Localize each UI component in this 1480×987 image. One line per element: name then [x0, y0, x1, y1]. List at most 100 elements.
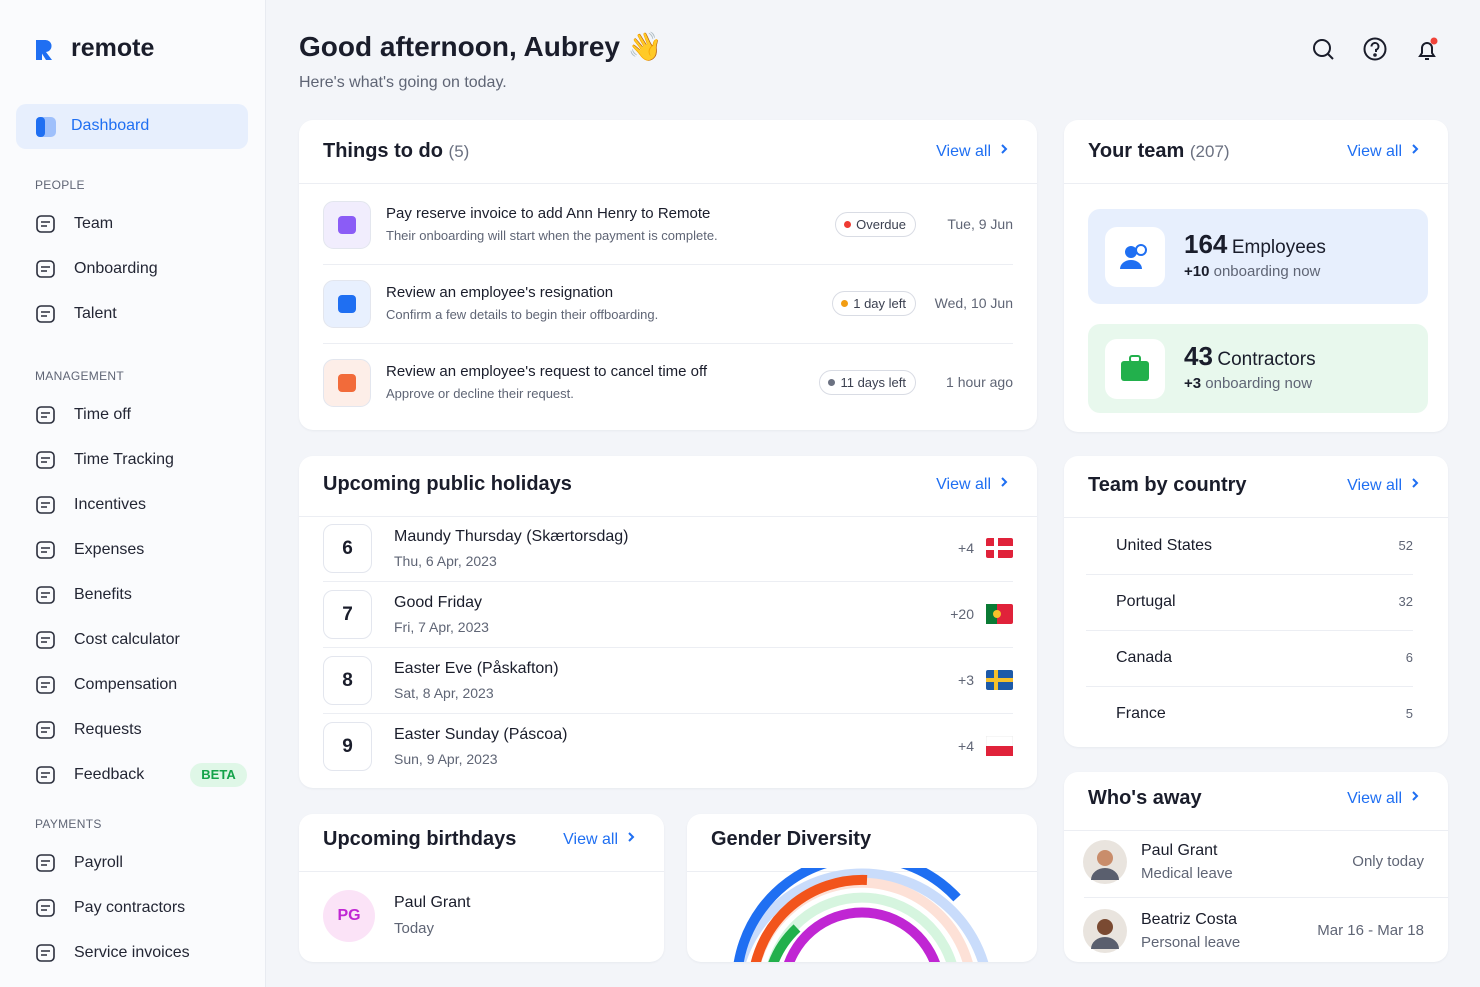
holiday-name: Easter Eve (Påskafton): [394, 660, 559, 677]
title-text: Your team: [1088, 140, 1185, 162]
nav-item[interactable]: Time off: [16, 397, 248, 433]
view-all[interactable]: View all: [1347, 142, 1424, 161]
nav-item[interactable]: Service invoices: [16, 935, 248, 971]
view-all[interactable]: View all: [1347, 476, 1424, 495]
emoji: 👋: [627, 31, 663, 62]
title-text: Things to do: [323, 140, 443, 162]
holiday-name: Good Friday: [394, 594, 483, 611]
nav-item[interactable]: Benefits: [16, 577, 248, 613]
bell-icon[interactable]: [1418, 37, 1438, 60]
holiday-date: Sun, 9 Apr, 2023: [394, 751, 498, 767]
view-all-text: View all: [1347, 477, 1402, 494]
view-all[interactable]: View all: [936, 475, 1013, 494]
nav-item[interactable]: Compensation: [16, 667, 248, 703]
nav-icon: [35, 942, 57, 969]
logo-mark: [36, 39, 52, 60]
todo-title: Review an employee's resignation: [386, 284, 614, 301]
sidebar: remote Dashboard PEOPLE Team Onboarding Tal…: [0, 0, 266, 987]
delta: +3: [1184, 374, 1202, 392]
nav-icon: [35, 494, 57, 521]
nav-label: Dashboard: [71, 117, 150, 134]
title-text: Upcoming public holidays: [323, 473, 572, 495]
gender-card: Gender Diversity: [687, 814, 1037, 980]
flag: [986, 604, 1013, 629]
nav-icon-svg: [36, 766, 55, 784]
divider: [299, 871, 664, 872]
nav-icon-svg: [36, 721, 55, 739]
stat-icon: [1105, 338, 1165, 404]
nav-icon: [35, 539, 57, 566]
help-icon[interactable]: [1363, 37, 1387, 61]
row-divider: [1086, 686, 1413, 687]
nav-icon-svg: [36, 260, 55, 278]
stat-number: 164: [1184, 228, 1228, 259]
todo-date: Wed, 10 Jun: [934, 295, 1013, 311]
status-pill: 11 days left: [819, 370, 916, 395]
view-all[interactable]: View all: [936, 142, 1013, 161]
view-all-text: View all: [936, 143, 991, 160]
nav-active[interactable]: Dashboard: [16, 104, 248, 149]
chevron: [1412, 144, 1419, 154]
nav-item[interactable]: Cost calculator: [16, 622, 248, 658]
count: (207): [1189, 142, 1230, 161]
nav-label: Talent: [74, 305, 117, 322]
nav-label: Feedback: [74, 766, 145, 783]
nav-label: Requests: [74, 721, 142, 738]
nav-item[interactable]: Requests: [16, 712, 248, 748]
nav-item[interactable]: Time Tracking: [16, 442, 248, 478]
avatar-svg: [1083, 840, 1127, 884]
flag-svg: [985, 735, 1014, 757]
nav-item[interactable]: Feedback BETA: [16, 757, 248, 793]
nav-item[interactable]: Pay contractors: [16, 890, 248, 926]
country-count: 32: [1398, 594, 1413, 609]
nav-icon-svg: [36, 631, 55, 649]
nav-item[interactable]: Onboarding: [16, 251, 248, 287]
title-text: Upcoming birthdays: [323, 828, 517, 850]
away-name: Beatriz Costa: [1141, 911, 1238, 928]
nav-icon: [35, 303, 57, 330]
status-pill: Overdue: [835, 212, 916, 237]
nav-item[interactable]: Team: [16, 206, 248, 242]
nav-item[interactable]: Talent: [16, 296, 248, 332]
view-all[interactable]: View all: [563, 830, 640, 849]
away-when: Only today: [1352, 853, 1424, 870]
todo-icon: [323, 359, 371, 412]
nav-label: Cost calculator: [74, 631, 180, 648]
nav-section-title: PEOPLE: [35, 178, 85, 192]
nav-item[interactable]: Expenses: [16, 532, 248, 568]
stat-label: Employees: [1231, 236, 1326, 258]
title-text: Gender Diversity: [711, 828, 872, 850]
gender-chart: [687, 852, 1037, 980]
view-all[interactable]: View all: [1347, 789, 1424, 808]
day-box: 8: [323, 656, 372, 705]
nav-icon: [35, 852, 57, 879]
nav-item[interactable]: Payroll: [16, 845, 248, 881]
nav-label: Pay contractors: [74, 899, 186, 916]
nav-icon-svg: [36, 676, 55, 694]
divider: [299, 183, 1037, 184]
nav-icon: [35, 719, 57, 746]
day-box: 9: [323, 722, 372, 771]
nav-icon-svg: [36, 496, 55, 514]
nav-label: Payroll: [74, 854, 123, 871]
stat-label: Contractors: [1217, 348, 1316, 370]
search-icon[interactable]: [1313, 39, 1334, 60]
row-divider: [323, 647, 1013, 648]
stat-icon-svg: [1105, 226, 1165, 287]
flag-svg: [986, 604, 1013, 624]
away-card: Who's away View all Paul Grant Medical leav…: [1064, 772, 1448, 962]
away-reason: Personal leave: [1141, 934, 1241, 951]
holiday-name: Easter Sunday (Páscoa): [394, 726, 568, 743]
beta-badge: BETA: [190, 763, 247, 787]
nav-icon: [35, 897, 57, 924]
holiday-date: Sat, 8 Apr, 2023: [394, 685, 494, 701]
nav-item[interactable]: Incentives: [16, 487, 248, 523]
stat-delta: +10 onboarding now: [1184, 263, 1320, 280]
count: (5): [448, 142, 470, 161]
stat-icon: [1105, 226, 1165, 292]
divider: [1064, 183, 1448, 184]
holiday-extra: +3: [958, 672, 974, 688]
holiday-date: Thu, 6 Apr, 2023: [394, 553, 497, 569]
todo-icon-svg: [323, 280, 371, 328]
nav-icon-svg: [36, 854, 55, 872]
